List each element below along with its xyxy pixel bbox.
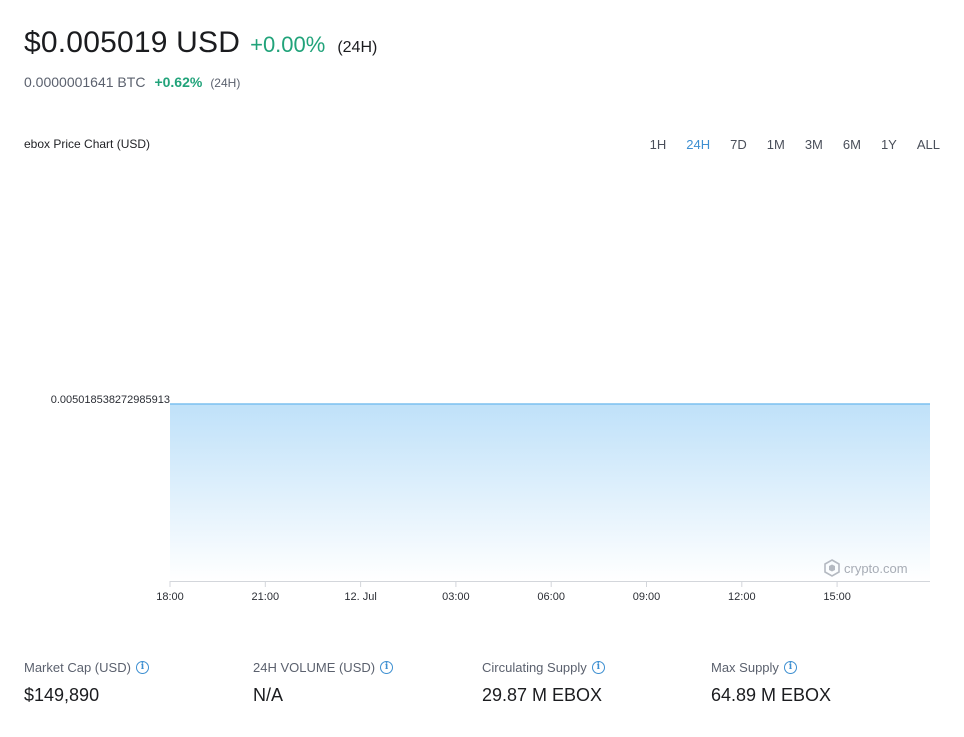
btc-price-row: 0.0000001641 BTC +0.62% (24H) (24, 74, 240, 90)
range-tab-6m[interactable]: 6M (842, 137, 861, 152)
stat-volume-value: N/A (253, 685, 284, 705)
chart-title: ebox Price Chart (USD) (24, 137, 151, 151)
range-tab-1m[interactable]: 1M (766, 137, 785, 152)
price-period: (24H) (337, 39, 378, 56)
range-tab-all[interactable]: ALL (916, 137, 940, 152)
range-tab-24h[interactable]: 24H (686, 137, 711, 152)
range-tab-7d[interactable]: 7D (730, 137, 747, 152)
stat-volume-label: 24H VOLUME (USD) (253, 660, 376, 675)
price-usd: $0.005019 USD (24, 26, 241, 59)
x-tick-label: 09:00 (633, 591, 661, 603)
stat-market-cap-value: $149,890 (24, 685, 100, 705)
stat-max-supply-label: Max Supply (711, 660, 779, 675)
x-tick-label: 03:00 (442, 591, 470, 603)
range-tab-3m[interactable]: 3M (804, 137, 823, 152)
x-tick-label: 18:00 (156, 591, 184, 603)
stat-market-cap: Market Cap (USD) i $149,890 (24, 660, 253, 706)
stat-circulating-supply-value: 29.87 M EBOX (482, 685, 603, 705)
stat-market-cap-label: Market Cap (USD) (24, 660, 131, 675)
range-tabs: 1H 24H 7D 1M 3M 6M 1Y ALL (630, 137, 940, 153)
range-tab-1y[interactable]: 1Y (880, 137, 897, 152)
crypto-com-watermark: crypto.com (824, 559, 908, 577)
range-tab-1h[interactable]: 1H (649, 137, 667, 152)
price-change-btc: +0.62% (154, 74, 203, 90)
info-icon[interactable]: i (783, 661, 797, 674)
x-tick-label: 06:00 (537, 591, 565, 603)
price-btc: 0.0000001641 BTC (24, 74, 146, 90)
x-tick-label: 21:00 (252, 591, 280, 603)
stat-max-supply-value: 64.89 M EBOX (711, 685, 832, 705)
watermark-text: crypto.com (844, 560, 908, 576)
stat-max-supply: Max Supply i 64.89 M EBOX (711, 660, 940, 706)
stat-volume: 24H VOLUME (USD) i N/A (253, 660, 482, 706)
info-icon[interactable]: i (135, 661, 149, 674)
x-tick-label: 12. Jul (344, 591, 376, 603)
btc-period: (24H) (210, 76, 241, 90)
x-tick-label: 12:00 (728, 591, 756, 603)
stat-circulating-supply-label: Circulating Supply (482, 660, 587, 675)
price-header: $0.005019 USD +0.00% (24H) (24, 26, 377, 60)
price-chart[interactable]: 18:00 21:00 12. Jul 03:00 06:00 09:00 12:00 15:… (0, 0, 964, 640)
stats-row: Market Cap (USD) i $149,890 24H VOLUME (… (24, 660, 940, 706)
stat-circulating-supply: Circulating Supply i 29.87 M EBOX (482, 660, 711, 706)
x-tick-label: 15:00 (823, 591, 851, 603)
y-tick-label: 0.005018538272985913 (51, 394, 170, 406)
info-icon[interactable]: i (591, 661, 605, 674)
price-change-usd: +0.00% (250, 32, 326, 57)
crypto-com-logo-icon (824, 559, 840, 577)
info-icon[interactable]: i (380, 661, 394, 674)
price-area (170, 404, 930, 581)
